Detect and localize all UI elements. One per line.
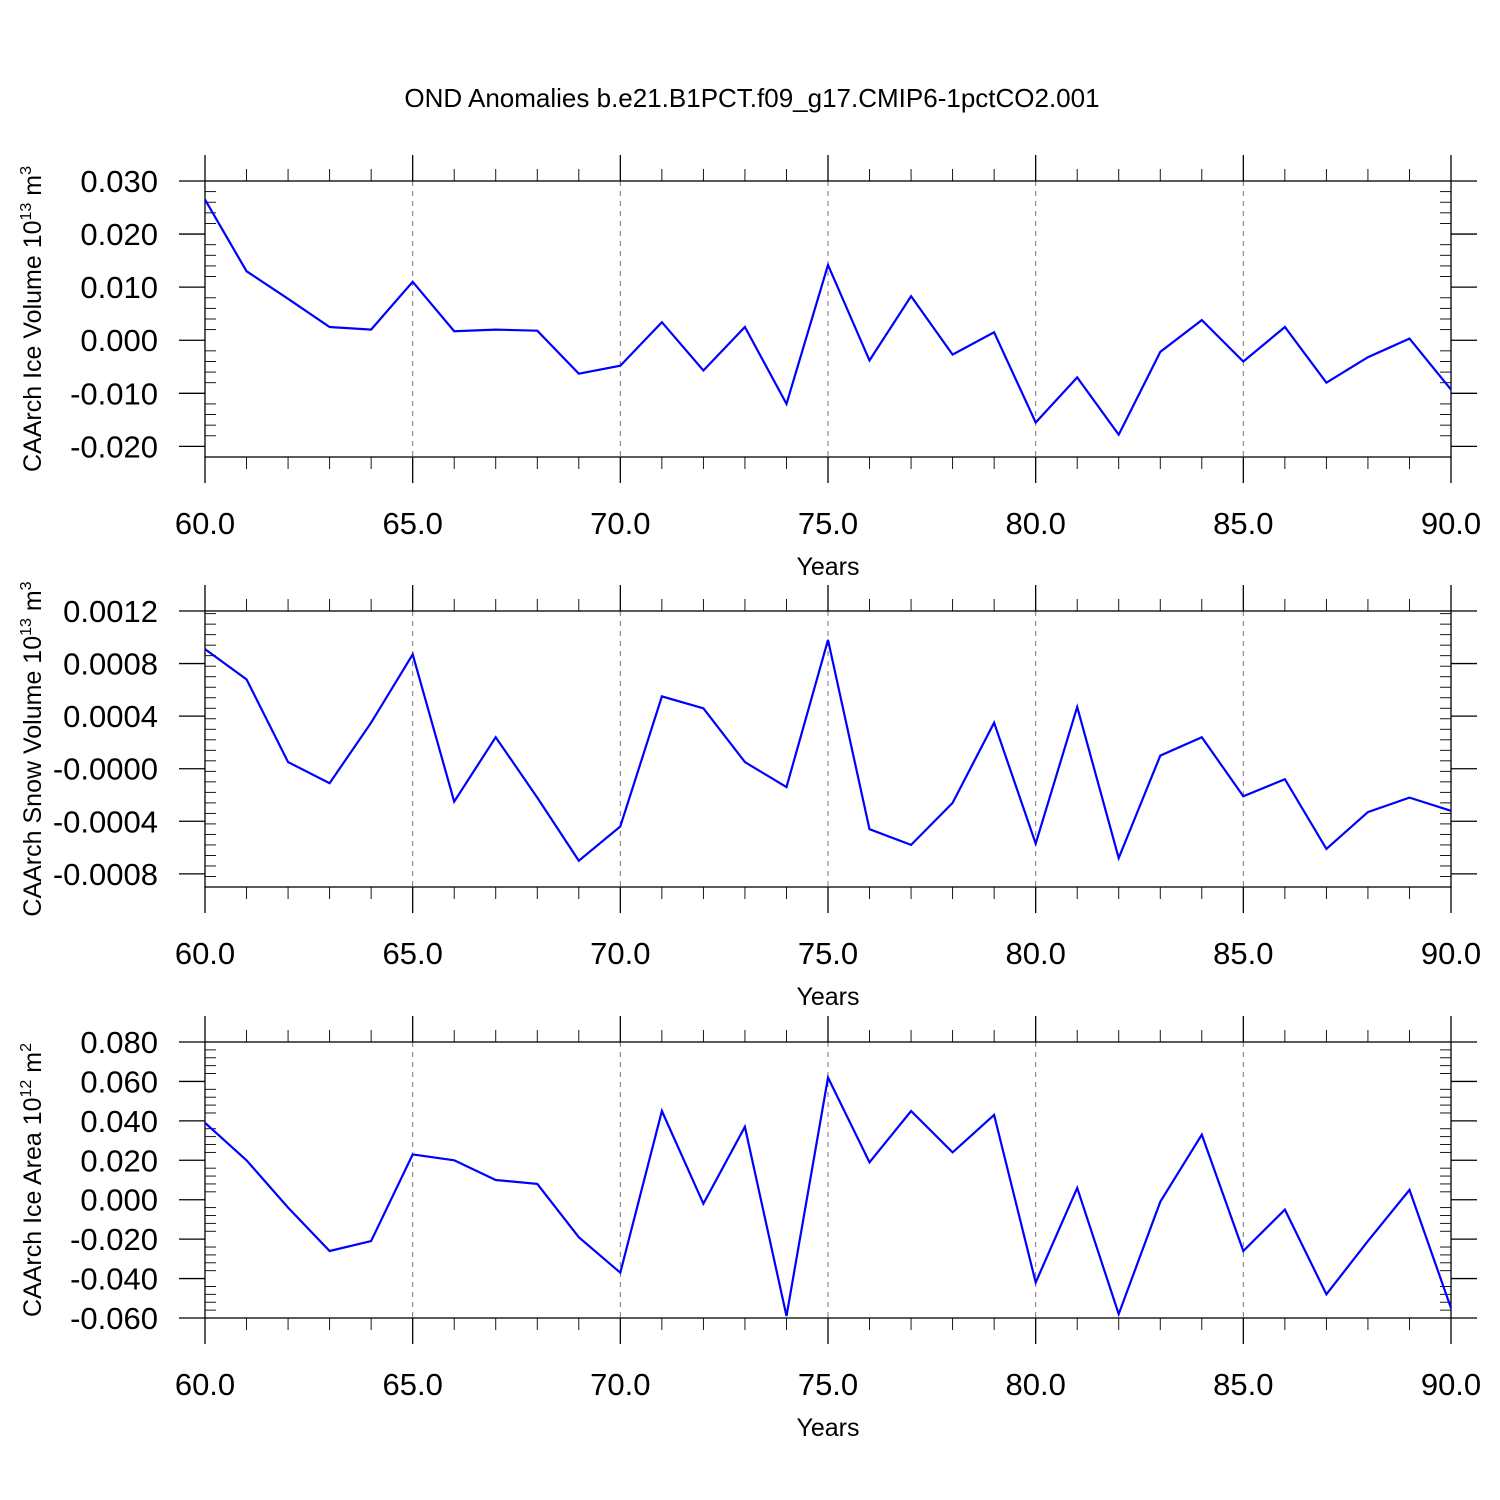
y-axis-title-exponent: 13 xyxy=(18,203,35,221)
series-line xyxy=(204,639,1452,863)
y-tick-label: -0.020 xyxy=(70,1222,158,1257)
series-line xyxy=(204,199,1452,437)
chart-panel-1: 60.0 65.0 70.0 75.0 80.0 85.0 90.0 Years -0.020 -… xyxy=(18,155,1481,581)
y-axis-title-unit-exponent: 3 xyxy=(18,166,35,175)
x-tick-label: 85.0 xyxy=(1213,936,1273,971)
y-tick-label: 0.000 xyxy=(80,1183,158,1218)
x-tick-label: 90.0 xyxy=(1421,1367,1481,1402)
y-tick-label: 0.0004 xyxy=(63,699,158,734)
chart-title: OND Anomalies b.e21.B1PCT.f09_g17.CMIP6-… xyxy=(404,83,1099,113)
x-tick-label: 90.0 xyxy=(1421,936,1481,971)
y-axis-title-unit: m xyxy=(19,590,47,618)
y-axis-title: CAArch Ice Area 1012 m2 xyxy=(18,1043,47,1317)
y-axis-title-text: CAArch Ice Area 10 xyxy=(19,1097,47,1317)
y-tick-label: -0.0004 xyxy=(53,804,158,839)
x-tick-label: 65.0 xyxy=(382,506,442,541)
chart-panel-3: 60.0 65.0 70.0 75.0 80.0 85.0 90.0 Years -0.060 -… xyxy=(18,1016,1481,1442)
x-tick-label: 85.0 xyxy=(1213,1367,1273,1402)
x-tick-label: 70.0 xyxy=(590,1367,650,1402)
x-tick-label: 70.0 xyxy=(590,936,650,971)
x-tick-label: 75.0 xyxy=(798,506,858,541)
series-line xyxy=(204,1073,1453,1318)
x-tick-label: 65.0 xyxy=(382,936,442,971)
y-axis-title-text: CAArch Ice Volume 10 xyxy=(19,220,47,472)
x-tick-label: 75.0 xyxy=(798,936,858,971)
y-axis-title-exponent: 12 xyxy=(18,1080,35,1098)
x-tick-label: 65.0 xyxy=(382,1367,442,1402)
x-tick-label: 85.0 xyxy=(1213,506,1273,541)
x-tick-label: 60.0 xyxy=(175,1367,235,1402)
x-tick-label: 70.0 xyxy=(590,506,650,541)
y-axis-title-exponent: 13 xyxy=(18,618,35,636)
y-tick-label: 0.030 xyxy=(80,164,158,199)
y-tick-label: 0.020 xyxy=(80,1143,158,1178)
y-tick-label: 0.000 xyxy=(80,323,158,358)
y-tick-label: 0.080 xyxy=(80,1025,158,1060)
y-axis-title-unit: m xyxy=(19,175,47,203)
y-tick-label: 0.0008 xyxy=(63,647,158,682)
x-tick-label: 80.0 xyxy=(1005,506,1065,541)
chart-panel-2: 60.0 65.0 70.0 75.0 80.0 85.0 90.0 Years -0.0008… xyxy=(18,581,1481,1011)
y-axis-title-text: CAArch Snow Volume 10 xyxy=(19,636,47,917)
y-tick-label: -0.020 xyxy=(70,429,158,464)
y-tick-label: 0.020 xyxy=(80,217,158,252)
y-axis-title-unit-exponent: 3 xyxy=(18,581,35,590)
y-tick-label: 0.040 xyxy=(80,1104,158,1139)
y-tick-label: -0.040 xyxy=(70,1262,158,1297)
x-tick-label: 60.0 xyxy=(175,506,235,541)
y-axis-title: CAArch Ice Volume 1013 m3 xyxy=(18,166,47,472)
y-axis-title: CAArch Snow Volume 1013 m3 xyxy=(18,581,47,916)
y-tick-label: 0.010 xyxy=(80,270,158,305)
y-tick-label: -0.010 xyxy=(70,376,158,411)
x-axis-title: Years xyxy=(796,983,859,1011)
x-tick-label: 80.0 xyxy=(1005,936,1065,971)
y-tick-label: 0.0012 xyxy=(63,594,158,629)
x-tick-label: 90.0 xyxy=(1421,506,1481,541)
x-axis-title: Years xyxy=(796,553,859,581)
x-tick-label: 80.0 xyxy=(1005,1367,1065,1402)
x-axis-title: Years xyxy=(796,1414,859,1442)
y-tick-label: -0.0008 xyxy=(53,857,158,892)
x-tick-label: 75.0 xyxy=(798,1367,858,1402)
y-tick-label: -0.060 xyxy=(70,1301,158,1336)
y-axis-title-unit: m xyxy=(19,1052,47,1080)
y-tick-label: -0.0000 xyxy=(53,752,158,787)
x-tick-label: 60.0 xyxy=(175,936,235,971)
y-tick-label: 0.060 xyxy=(80,1064,158,1099)
y-axis-title-unit-exponent: 2 xyxy=(18,1043,35,1052)
